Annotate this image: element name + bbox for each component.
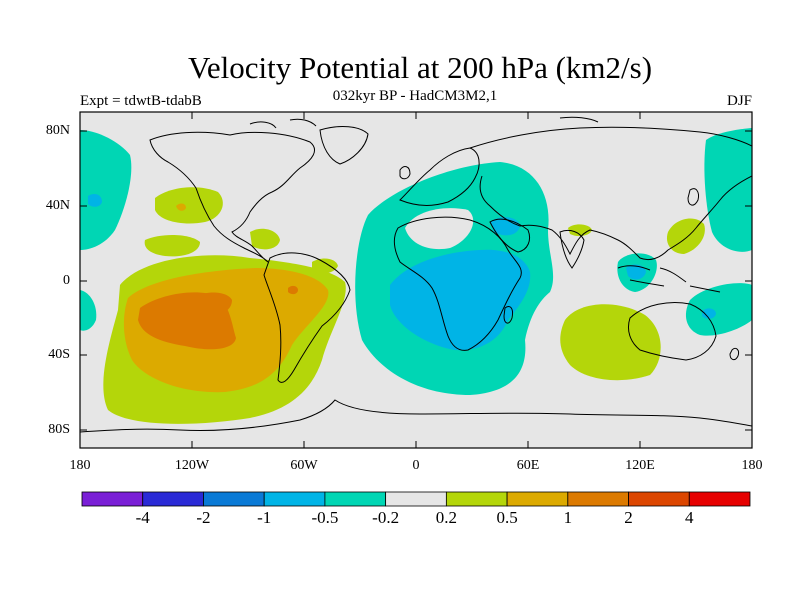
coast-australia	[627, 302, 717, 361]
coast-maritime	[617, 265, 721, 293]
colorbar-swatch-5	[385, 491, 447, 507]
map-subtitle: 032kyr BP - HadCM3M2,1	[332, 88, 498, 104]
lat-label-40s: 40S	[48, 347, 70, 362]
colorbar-label-4: -0.2	[372, 508, 400, 527]
longitude-ticks	[191, 112, 641, 448]
contour-nw-negative	[704, 128, 752, 252]
contour-australia-negative	[685, 283, 752, 336]
contour-npac-positive	[155, 187, 223, 224]
contour-australia-strong-negative	[702, 308, 716, 319]
colorbar-swatch-2	[203, 491, 265, 507]
colorbar-swatch-0	[81, 491, 144, 507]
contour-maritime-strong-negative	[626, 264, 646, 280]
lat-label-80n: 80N	[45, 123, 70, 138]
coast-south-america	[263, 252, 351, 383]
colorbar-swatch-8	[567, 491, 629, 507]
contour-caribbean-positive	[250, 228, 280, 250]
contour-west-strong-negative	[88, 194, 102, 207]
lon-label-120w: 120W	[174, 458, 210, 473]
coast-arctic-islands	[249, 116, 599, 129]
contour-sio-positive	[560, 304, 661, 381]
colorbar-label-2: -1	[257, 508, 272, 527]
latitude-ticks	[80, 130, 752, 431]
contour-field	[80, 112, 752, 448]
colorbar-swatch-4	[324, 491, 387, 507]
lon-label-180w: 180	[69, 458, 91, 473]
colorbar-label-7: 1	[563, 508, 573, 527]
contour-pacific-1b	[195, 292, 232, 314]
coast-antarctica	[80, 399, 752, 433]
coast-asia	[469, 126, 752, 261]
colorbar	[81, 491, 751, 507]
contour-india-positive	[568, 224, 592, 237]
coast-europe	[399, 147, 480, 206]
lat-label-0: 0	[63, 273, 70, 288]
colorbar-label-5: 0.2	[435, 508, 457, 527]
colorbar-label-1: -2	[196, 508, 211, 527]
colorbar-label-8: 2	[624, 508, 633, 527]
colorbar-swatch-3	[263, 491, 326, 507]
lon-label-0: 0	[412, 458, 420, 473]
lon-label-60e: 60E	[516, 458, 540, 473]
coast-japan	[687, 188, 699, 206]
contour-atlantic-positive	[312, 258, 338, 274]
lat-label-40n: 40N	[45, 198, 70, 213]
lon-label-120e: 120E	[625, 458, 655, 473]
contour-saharan-hole	[405, 208, 474, 250]
lat-label-80s: 80S	[48, 422, 70, 437]
colorbar-swatch-1	[142, 491, 204, 507]
colorbar-label-0: -4	[135, 508, 150, 527]
coast-india	[559, 229, 585, 269]
contour-west-south-negative	[80, 290, 97, 331]
colorbar-label-6: 0.5	[496, 508, 518, 527]
coast-uk	[399, 166, 411, 180]
colorbar-swatch-7	[506, 491, 569, 507]
contour-npac-0.5	[176, 203, 186, 211]
contour-andes-1	[288, 285, 298, 295]
coast-greenland	[319, 126, 369, 165]
season-label: DJF	[726, 93, 752, 109]
experiment-label: Expt = tdwtB-tdabB	[80, 93, 202, 109]
lon-label-180e: 180	[741, 458, 763, 473]
contour-midpac-positive	[144, 234, 200, 257]
colorbar-swatch-6	[445, 491, 508, 507]
coast-africa	[393, 216, 522, 351]
colorbar-label-9: 4	[685, 508, 694, 527]
coast-madagascar	[503, 305, 513, 324]
coastlines	[80, 116, 752, 433]
lon-label-60w: 60W	[290, 458, 318, 473]
coast-north-america	[149, 131, 315, 263]
colorbar-label-3: -0.5	[311, 508, 339, 527]
contour-west-negative	[80, 130, 132, 250]
colorbar-swatch-10	[688, 491, 751, 507]
coast-arabia	[489, 218, 531, 253]
colorbar-swatch-9	[628, 491, 690, 507]
coast-new-zealand	[729, 347, 739, 361]
map-title: Velocity Potential at 200 hPa (km2/s)	[187, 50, 653, 85]
